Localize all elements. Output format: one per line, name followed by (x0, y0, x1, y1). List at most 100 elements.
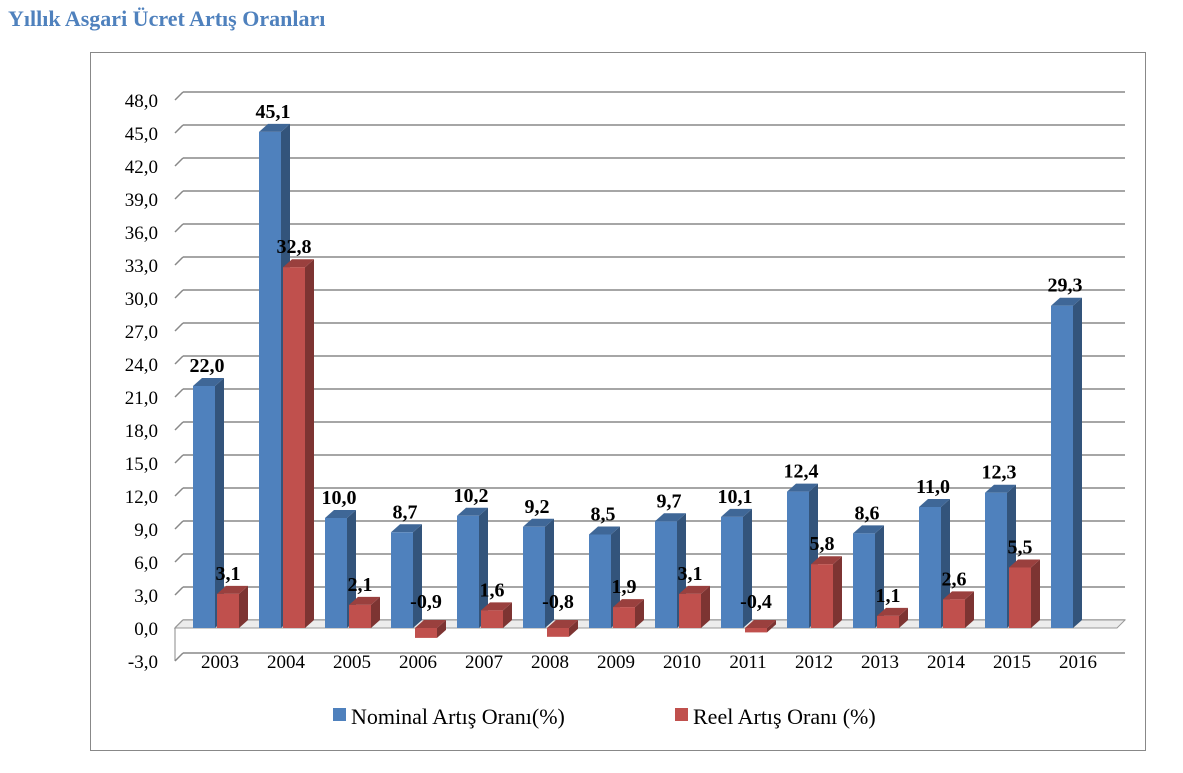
chart-frame (90, 52, 1146, 751)
bar-side (413, 524, 422, 628)
bar-top (655, 513, 686, 522)
legend-label: Reel Artış Oranı (%) (693, 704, 876, 729)
bar-top (547, 620, 578, 628)
gridline-side (174, 388, 184, 398)
bar-side (767, 620, 776, 633)
bar-side (479, 507, 488, 628)
bar-top (877, 607, 908, 616)
bar-side (545, 518, 554, 628)
bar-top (1009, 559, 1040, 568)
gridline-side (174, 322, 184, 332)
bar-nominal (589, 534, 611, 628)
y-tick-label: 27,0 (125, 322, 158, 343)
data-label: 3,1 (216, 563, 241, 585)
bar-nominal (853, 533, 875, 628)
y-tick-label: 15,0 (125, 454, 158, 475)
bar-side (371, 596, 380, 628)
y-tick-label: 30,0 (125, 289, 158, 310)
gridline-side (174, 421, 184, 431)
bar-side (899, 607, 908, 628)
bar-reel (1009, 567, 1031, 628)
data-label: 12,4 (784, 461, 819, 483)
data-label: 10,0 (322, 487, 357, 509)
x-tick-label: 2005 (333, 652, 371, 673)
bar-side (965, 591, 974, 628)
x-tick-label: 2015 (993, 652, 1031, 673)
bar-top (259, 123, 290, 132)
bar-reel (877, 615, 899, 628)
bar-side (347, 510, 356, 628)
bar-side (635, 599, 644, 628)
data-label: 9,2 (525, 496, 550, 518)
floor (173, 619, 1127, 629)
x-tick-label: 2008 (531, 652, 569, 673)
data-label: -0,9 (410, 591, 442, 613)
data-label: 8,7 (393, 501, 418, 523)
x-tick-label: 2006 (399, 652, 437, 673)
y-tick-label: 45,0 (125, 124, 158, 145)
bar-top (349, 596, 380, 605)
y-tick-label: 33,0 (125, 256, 158, 277)
gridline-side (174, 190, 184, 200)
bar-top (391, 524, 422, 533)
data-label: 1,1 (876, 585, 901, 607)
data-label: 29,3 (1048, 275, 1083, 297)
bar-side (215, 378, 224, 628)
data-label: 5,8 (810, 533, 835, 555)
data-label: 11,0 (916, 476, 950, 498)
bar-reel (613, 607, 635, 628)
data-label: 5,5 (1008, 537, 1033, 559)
x-tick-label: 2010 (663, 652, 701, 673)
x-tick-label: 2009 (597, 652, 635, 673)
data-label: 45,1 (256, 101, 291, 123)
y-tick-label: 3,0 (134, 586, 158, 607)
bar-top (523, 518, 554, 527)
bar-reel (811, 564, 833, 628)
bar-top (745, 620, 776, 628)
bar-top (853, 525, 884, 534)
bar-reel (481, 610, 503, 628)
gridline-side (174, 454, 184, 464)
y-tick-label: 39,0 (125, 190, 158, 211)
bar-reel (745, 628, 767, 633)
gridline-side (174, 223, 184, 233)
gridline-side (174, 586, 184, 596)
bar-reel (349, 604, 371, 628)
bar-nominal (193, 386, 215, 628)
data-label: 32,8 (277, 236, 312, 258)
y-tick-label: 18,0 (125, 421, 158, 442)
data-label: 9,7 (657, 490, 682, 512)
data-label: 2,6 (942, 568, 967, 590)
bar-nominal (391, 532, 413, 628)
bar-nominal (325, 518, 347, 628)
page-title: Yıllık Asgari Ücret Artış Oranları (8, 6, 326, 31)
y-tick-label: 48,0 (125, 91, 158, 112)
bar-top (589, 526, 620, 535)
x-tick-label: 2014 (927, 652, 966, 673)
x-tick-label: 2004 (267, 652, 306, 673)
data-label: 12,3 (982, 462, 1017, 484)
gridline-side (174, 520, 184, 530)
bar-side (833, 556, 842, 628)
bar-top (457, 507, 488, 516)
bar-nominal (655, 521, 677, 628)
bar-reel (679, 593, 701, 628)
gridline-side (174, 256, 184, 266)
y-tick-label: 12,0 (125, 487, 158, 508)
bar-nominal (985, 492, 1007, 628)
x-tick-label: 2016 (1059, 652, 1097, 673)
gridline-side (174, 553, 184, 563)
bar-reel (283, 267, 305, 628)
data-label: -0,4 (740, 591, 772, 613)
bar-nominal (1051, 305, 1073, 628)
bar-top (217, 585, 248, 594)
bar-side (743, 508, 752, 628)
bar-top (679, 585, 710, 594)
x-tick-label: 2013 (861, 652, 899, 673)
y-tick-label: 36,0 (125, 223, 158, 244)
bar-top (919, 499, 950, 507)
gridline-side (174, 157, 184, 167)
bar-nominal (523, 526, 545, 628)
y-tick-label: 9,0 (134, 520, 158, 541)
